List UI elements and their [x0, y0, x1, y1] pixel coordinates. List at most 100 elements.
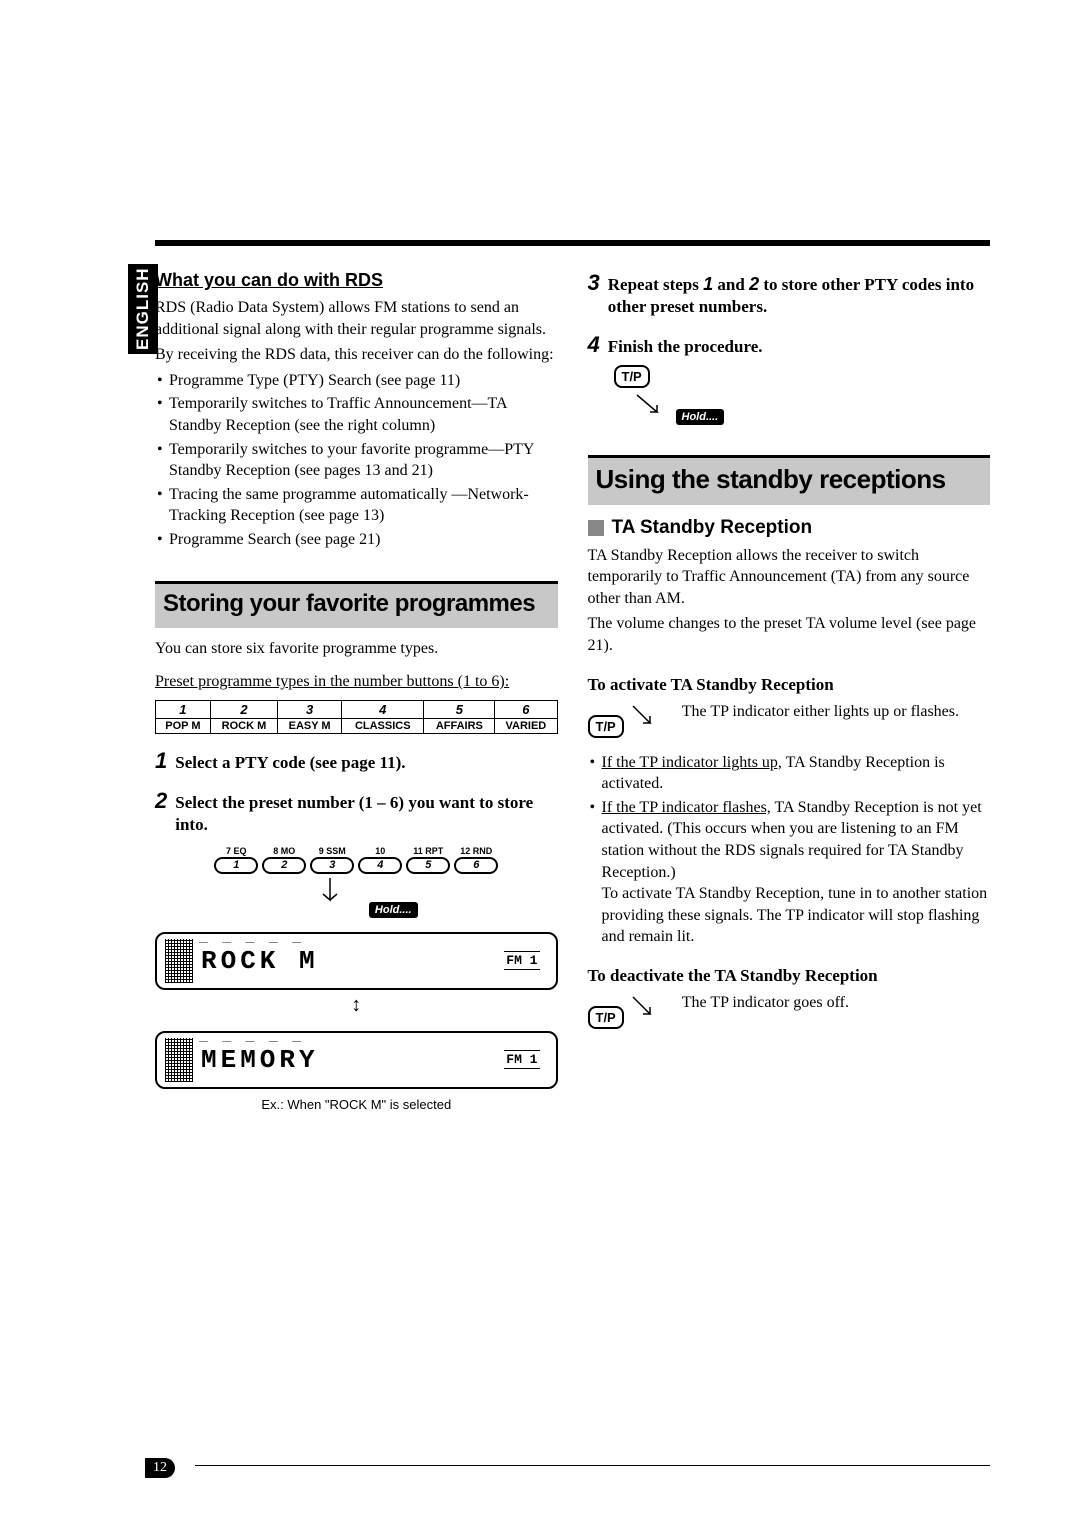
activate-text: The TP indicator either lights up or fla…: [682, 701, 959, 723]
preset-btn-group: 10 4: [358, 846, 402, 874]
th: 1: [156, 700, 211, 718]
display-caption: Ex.: When "ROCK M" is selected: [155, 1097, 558, 1112]
top-rule: [155, 240, 990, 246]
list-item: Tracing the same programme automatically…: [155, 484, 558, 527]
rds-intro-1: RDS (Radio Data System) allows FM statio…: [155, 297, 558, 340]
tp-button[interactable]: T/P: [588, 715, 624, 738]
step-text: Repeat steps 1 and 2 to store other PTY …: [608, 273, 990, 318]
list-item: Programme Search (see page 21): [155, 529, 558, 551]
preset-btn-group: 12 RND 6: [454, 846, 498, 874]
display-panel-2: — — — — — MEMORY FM 1: [155, 1031, 558, 1089]
th: 3: [278, 700, 342, 718]
rds-intro-2: By receiving the RDS data, this receiver…: [155, 344, 558, 366]
preset-button-1[interactable]: 1: [214, 857, 258, 874]
preset-button-4[interactable]: 4: [358, 857, 402, 874]
arrow-updown-icon: ↕: [155, 994, 558, 1017]
step-3: 3 Repeat steps 1 and 2 to store other PT…: [588, 270, 991, 318]
display-fm-1: FM 1: [504, 951, 539, 970]
td: CLASSICS: [342, 718, 424, 733]
ta-para-1: TA Standby Reception allows the receiver…: [588, 545, 991, 610]
display-top-dots: — — — — —: [199, 1036, 307, 1046]
step-text: Select the preset number (1 – 6) you wan…: [175, 792, 557, 836]
display-fm-2: FM 1: [504, 1050, 539, 1069]
display-panel-1: — — — — — ROCK M FM 1: [155, 932, 558, 990]
tp-button[interactable]: T/P: [614, 365, 650, 388]
td: VARIED: [495, 718, 557, 733]
hold-pointer: Hold....: [155, 878, 558, 918]
list-item: Temporarily switches to Traffic Announce…: [155, 393, 558, 436]
list-item: If the TP indicator lights up, TA Standb…: [588, 752, 991, 795]
display-text-1: ROCK M: [201, 946, 319, 976]
tp-bullet-list: If the TP indicator lights up, TA Standb…: [588, 752, 991, 948]
t: To activate TA Standby Reception, tune i…: [602, 883, 991, 948]
th: 5: [424, 700, 495, 718]
storing-sub: You can store six favorite programme typ…: [155, 638, 558, 660]
u: If the TP indicator lights up,: [602, 754, 782, 771]
th: 6: [495, 700, 557, 718]
preset-btn-group: 11 RPT 5: [406, 846, 450, 874]
inline-num-2: 2: [749, 274, 759, 294]
preset-table: 1 2 3 4 5 6 POP M ROCK M EASY M CLASSICS…: [155, 700, 558, 734]
preset-button-row: 7 EQ 1 8 MO 2 9 SSM 3 10 4 11 RPT 5 12 R…: [155, 846, 558, 874]
t: and: [713, 275, 749, 294]
ta-heading: TA Standby Reception: [588, 517, 991, 539]
speaker-grille-icon: [165, 939, 193, 983]
t: Repeat steps: [608, 275, 703, 294]
arrow-down-icon: [295, 878, 365, 913]
arrow-diag-icon: [628, 992, 658, 1022]
td: ROCK M: [210, 718, 277, 733]
deactivate-text: The TP indicator goes off.: [682, 992, 849, 1014]
preset-top-label: 11 RPT: [406, 846, 450, 856]
preset-btn-group: 7 EQ 1: [214, 846, 258, 874]
step-2: 2 Select the preset number (1 – 6) you w…: [155, 788, 558, 836]
hold-badge: Hold....: [369, 902, 418, 918]
table-row: 1 2 3 4 5 6: [156, 700, 558, 718]
rds-heading: What you can do with RDS: [155, 270, 558, 291]
ta-para-2: The volume changes to the preset TA volu…: [588, 613, 991, 656]
preset-button-3[interactable]: 3: [310, 857, 354, 874]
rds-bullet-list: Programme Type (PTY) Search (see page 11…: [155, 370, 558, 551]
preset-top-label: 8 MO: [262, 846, 306, 856]
inline-num-1: 1: [703, 274, 713, 294]
preset-btn-group: 8 MO 2: [262, 846, 306, 874]
step-number: 3: [588, 270, 600, 296]
speaker-grille-icon: [165, 1038, 193, 1082]
tp-button[interactable]: T/P: [588, 1006, 624, 1029]
right-column: 3 Repeat steps 1 and 2 to store other PT…: [588, 270, 991, 1112]
language-tab: ENGLISH: [128, 264, 158, 354]
preset-top-label: 7 EQ: [214, 846, 258, 856]
step-text: Select a PTY code (see page 11).: [175, 752, 405, 774]
step-number: 1: [155, 748, 167, 774]
display-top-dots: — — — — —: [199, 937, 307, 947]
activate-heading: To activate TA Standby Reception: [588, 675, 991, 695]
left-column: What you can do with RDS RDS (Radio Data…: [155, 270, 558, 1112]
preset-button-6[interactable]: 6: [454, 857, 498, 874]
tp-deactivate-group: T/P The TP indicator goes off.: [588, 992, 991, 1029]
arrow-diag-icon: [628, 701, 658, 731]
td: POP M: [156, 718, 211, 733]
list-item: Programme Type (PTY) Search (see page 11…: [155, 370, 558, 392]
td: EASY M: [278, 718, 342, 733]
tp-hold-group: T/P Hold....: [614, 365, 991, 425]
preset-top-label: 9 SSM: [310, 846, 354, 856]
step-number: 2: [155, 788, 167, 814]
preset-top-label: 12 RND: [454, 846, 498, 856]
preset-button-5[interactable]: 5: [406, 857, 450, 874]
step-number: 4: [588, 332, 600, 358]
content-columns: What you can do with RDS RDS (Radio Data…: [155, 270, 990, 1112]
page-rule: [195, 1465, 990, 1466]
td: AFFAIRS: [424, 718, 495, 733]
step-text: Finish the procedure.: [608, 336, 763, 358]
ta-heading-text: TA Standby Reception: [612, 517, 813, 539]
page-number: 12: [145, 1458, 175, 1478]
th: 2: [210, 700, 277, 718]
step-1: 1 Select a PTY code (see page 11).: [155, 748, 558, 774]
preset-button-2[interactable]: 2: [262, 857, 306, 874]
u: If the TP indicator flashes,: [602, 799, 771, 816]
step-4: 4 Finish the procedure.: [588, 332, 991, 358]
square-icon: [588, 520, 604, 536]
list-item: If the TP indicator flashes, TA Standby …: [588, 797, 991, 948]
table-row: POP M ROCK M EASY M CLASSICS AFFAIRS VAR…: [156, 718, 558, 733]
standby-banner: Using the standby receptions: [588, 455, 991, 505]
hold-badge: Hold....: [676, 409, 725, 425]
